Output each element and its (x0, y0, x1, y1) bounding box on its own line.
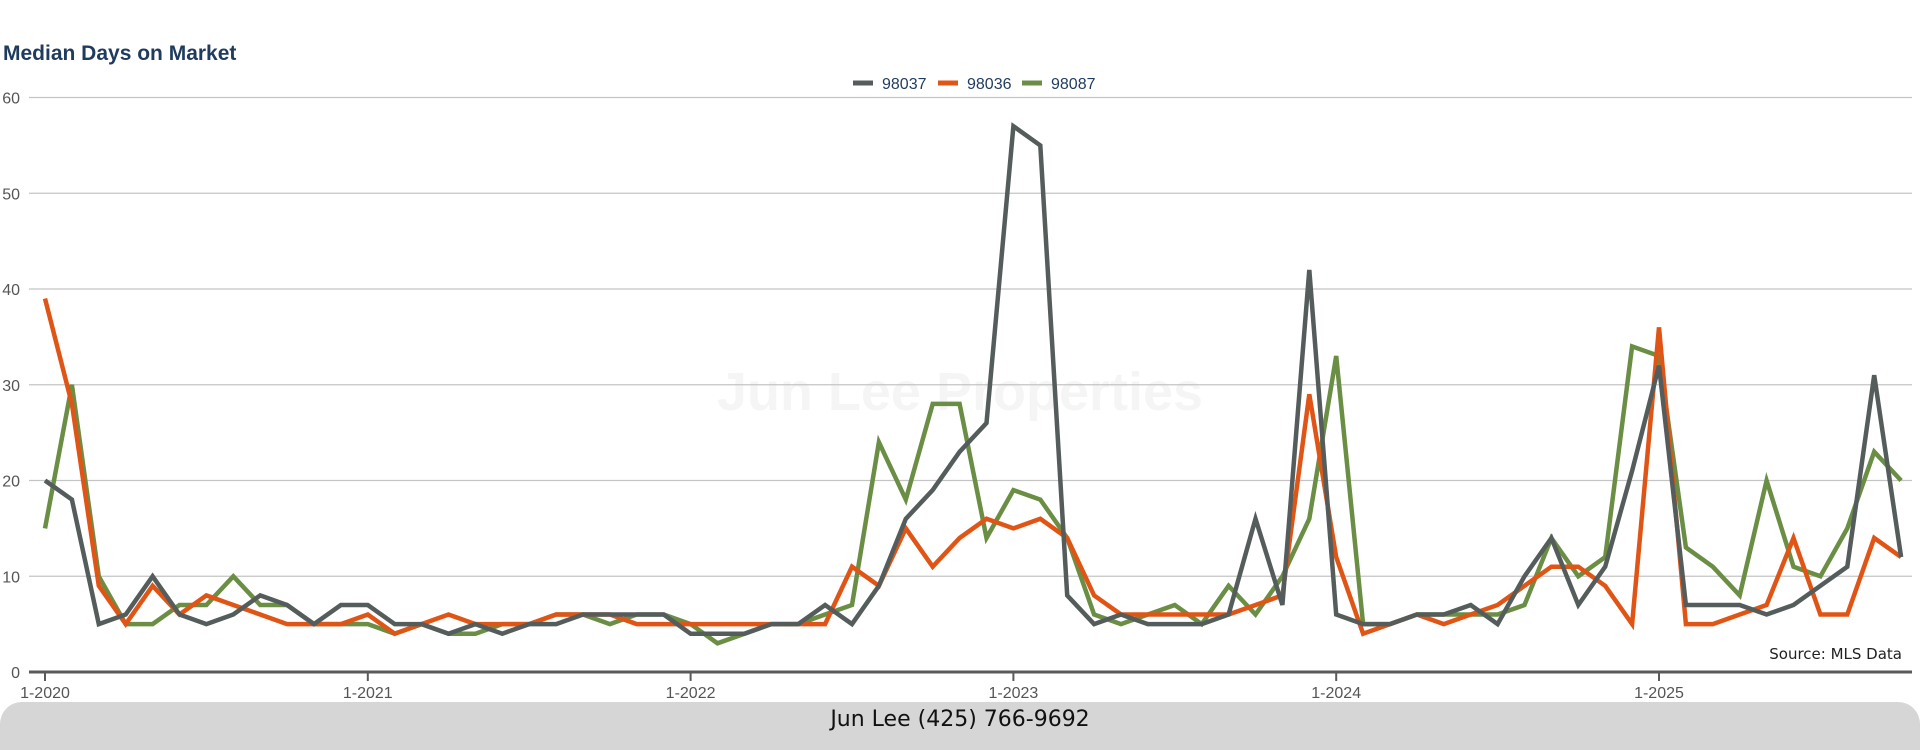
y-tick-label: 10 (2, 569, 20, 586)
x-tick-label: 1-2023 (988, 685, 1038, 702)
y-tick-label: 0 (11, 665, 20, 682)
footer-bar: Jun Lee (425) 766-9692 (0, 702, 1920, 750)
axes: 0 10 20 30 40 50 60 1-2020 1-2021 1-2022 1-2023 1-2… (2, 91, 1912, 702)
legend-label-98037: 98037 (882, 76, 927, 93)
source-note: Source: MLS Data (1769, 645, 1902, 663)
legend: 98037 98036 98087 (853, 76, 1096, 93)
series-line-98036 (42, 298, 1903, 637)
contact-footer: Jun Lee (425) 766-9692 (830, 707, 1090, 732)
y-tick-label: 40 (2, 282, 20, 299)
chart-title: Median Days on Market (3, 42, 237, 65)
series-line-98037 (43, 122, 1904, 637)
x-tick-label: 1-2022 (666, 685, 716, 702)
x-tick-label: 1-2020 (20, 685, 70, 702)
y-tick-label: 20 (2, 474, 20, 491)
grid-lines (29, 96, 1912, 577)
series-line-98087 (42, 343, 1903, 646)
series-lines (42, 122, 1904, 646)
x-tick-label: 1-2024 (1311, 685, 1361, 702)
y-tick-label: 50 (2, 186, 20, 203)
y-tick-label: 60 (2, 91, 20, 108)
x-tick-label: 1-2021 (343, 685, 393, 702)
x-tick-label: 1-2025 (1634, 685, 1684, 702)
legend-label-98036: 98036 (967, 76, 1012, 93)
legend-label-98087: 98087 (1051, 76, 1096, 93)
y-tick-label: 30 (2, 378, 20, 395)
